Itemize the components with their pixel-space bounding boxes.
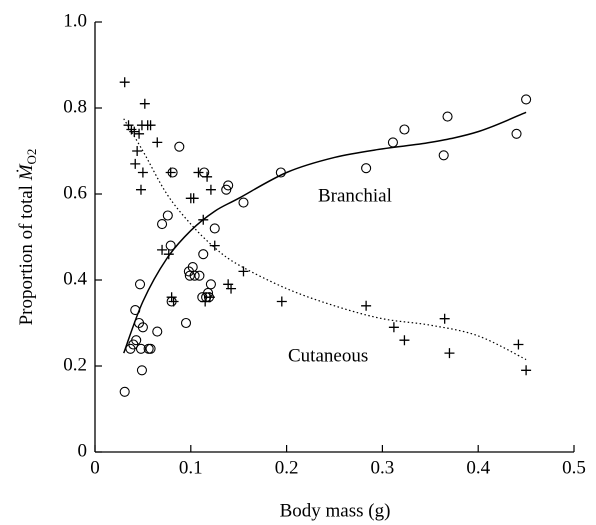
point	[137, 322, 148, 333]
point	[399, 335, 410, 346]
point	[136, 365, 147, 376]
point	[174, 141, 185, 152]
point	[165, 240, 176, 251]
point	[134, 279, 146, 290]
point	[209, 240, 220, 251]
point	[166, 292, 177, 303]
point	[205, 279, 216, 290]
y-tick-label: 0.8	[63, 96, 87, 117]
point	[131, 335, 142, 346]
point	[513, 339, 524, 350]
point	[193, 167, 204, 178]
y-tick-label: 0	[78, 440, 88, 461]
point	[438, 150, 449, 161]
x-tick-label: 0.4	[466, 457, 490, 478]
point	[223, 180, 234, 191]
annotation: Branchial	[318, 185, 392, 206]
point	[387, 137, 398, 148]
point	[444, 348, 455, 359]
point	[399, 124, 410, 135]
point	[152, 137, 163, 148]
point	[135, 343, 147, 354]
point	[163, 249, 174, 260]
point	[209, 223, 220, 234]
point	[157, 244, 168, 255]
y-axis-label-subscript: O2	[24, 149, 39, 165]
point	[137, 167, 148, 178]
point	[276, 296, 287, 307]
point	[198, 249, 209, 260]
y-tick-label: 0.2	[63, 354, 87, 375]
fit-curve	[123, 111, 527, 354]
point	[238, 197, 249, 208]
point	[388, 322, 399, 333]
x-tick-label: 0.1	[179, 457, 203, 478]
y-axis-label-text: Proportion of total	[16, 185, 37, 325]
y-axis-label: Proportion of total ṀO2	[16, 149, 39, 326]
point	[511, 128, 522, 139]
fit-curve	[123, 118, 527, 361]
point	[132, 146, 143, 156]
point	[180, 317, 192, 329]
point	[134, 128, 145, 139]
point	[162, 210, 173, 221]
y-tick-label: 0.4	[63, 268, 87, 289]
point	[188, 193, 199, 204]
point	[439, 313, 450, 324]
point	[521, 365, 532, 376]
point	[152, 326, 163, 337]
point	[361, 163, 372, 174]
point	[168, 296, 179, 307]
point	[129, 126, 140, 137]
point	[135, 184, 146, 195]
point	[200, 296, 211, 307]
point	[165, 167, 176, 178]
point	[139, 98, 150, 109]
point	[145, 343, 156, 354]
point	[194, 270, 205, 281]
point	[361, 300, 372, 311]
point	[205, 184, 216, 195]
point	[157, 219, 168, 230]
point	[145, 120, 156, 131]
x-tick-label: 0.3	[371, 457, 395, 478]
point	[130, 158, 141, 169]
x-tick-label: 0.5	[562, 457, 586, 478]
point	[521, 94, 532, 105]
x-axis-label: Body mass (g)	[280, 500, 391, 521]
annotation: Cutaneous	[288, 345, 368, 366]
x-tick-label: 0.2	[275, 457, 299, 478]
y-tick-label: 0.6	[63, 182, 87, 203]
point	[204, 292, 215, 303]
y-tick-label: 1.0	[63, 10, 87, 31]
point	[442, 111, 453, 122]
point	[202, 171, 213, 182]
point	[189, 270, 200, 281]
point	[238, 266, 249, 277]
x-tick-label: 0	[90, 457, 100, 478]
point	[119, 386, 130, 397]
y-axis-label-symbol: Ṁ	[16, 163, 37, 181]
point	[119, 77, 130, 88]
point	[226, 283, 237, 294]
